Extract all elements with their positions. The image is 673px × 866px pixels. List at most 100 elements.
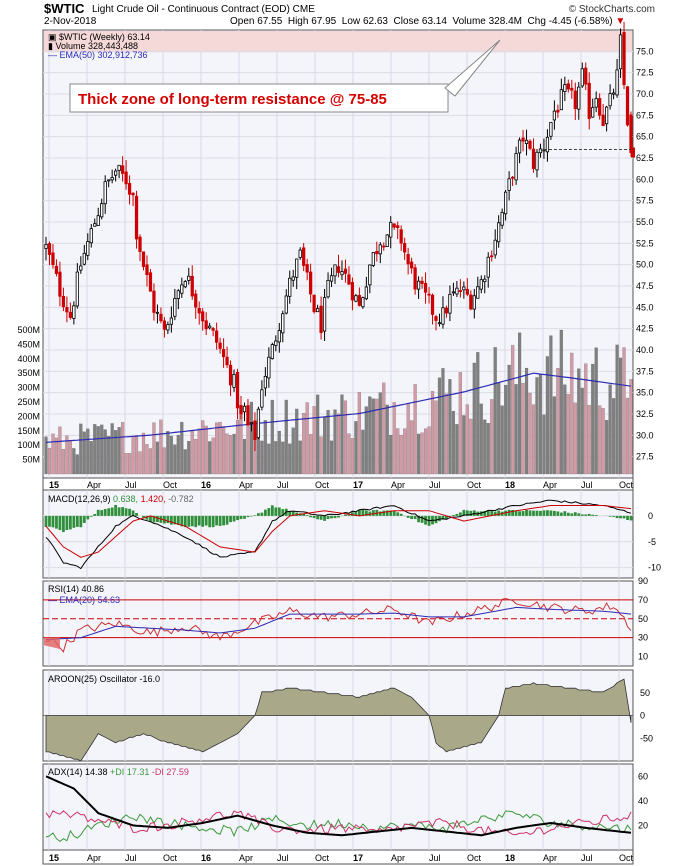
volume-bar — [417, 433, 421, 475]
exchange-label: CME — [292, 4, 315, 15]
candle-body — [221, 348, 226, 358]
price-tick-label: 45.0 — [636, 302, 654, 312]
macd-hist-bar — [406, 515, 410, 518]
candle-body — [309, 271, 313, 295]
macd-tick-label: -5 — [648, 537, 656, 547]
panel-macd-frame — [42, 489, 634, 579]
candle-body — [54, 265, 59, 274]
candle-body — [524, 139, 529, 144]
candle-body — [117, 164, 121, 171]
macd-hist-bar — [277, 507, 281, 516]
candle-body — [556, 109, 560, 113]
macd-hist-bar — [556, 511, 560, 516]
candle-body — [465, 288, 469, 295]
macd-hist-bar — [55, 515, 58, 529]
candle-body — [155, 311, 160, 314]
macd-hist-bar — [291, 511, 295, 516]
volume-bar — [51, 433, 55, 475]
candle-body — [291, 276, 295, 281]
macd-hist-bar — [288, 511, 292, 516]
candle-body — [333, 264, 337, 277]
candle-body — [591, 107, 595, 118]
volume-bar — [121, 422, 125, 475]
candle-body — [114, 170, 118, 176]
volume-bar — [423, 428, 428, 475]
volume-bar — [364, 406, 368, 475]
macd-hist-bar — [103, 509, 107, 516]
rsi-ema-value: 54.63 — [98, 595, 121, 605]
volume-bar — [483, 419, 487, 475]
volume-bar — [458, 372, 462, 475]
panel-rsi-frame — [42, 580, 634, 667]
rsi-ema-legend: — EMA(20) 54.63 — [48, 595, 120, 605]
macd-hist-bar — [577, 513, 581, 516]
aroon-value: -16.0 — [140, 674, 161, 684]
adx-value: 14.38 — [85, 767, 110, 777]
volume-tick-label: 100M — [17, 440, 40, 450]
candle-body — [86, 241, 90, 256]
candle-body — [430, 294, 435, 315]
macd-hist-bar — [316, 515, 319, 520]
aroon-legend: AROON(25) Oscillator -16.0 — [48, 674, 160, 684]
volume-bar — [465, 404, 469, 475]
volume-bar — [173, 444, 177, 475]
candle-body — [281, 313, 285, 334]
volume-bar — [430, 391, 435, 475]
macd-hist-bar — [253, 515, 257, 516]
candle-body — [629, 114, 633, 153]
volume-bar — [378, 392, 382, 475]
x-tick-label-bottom: Apr — [87, 853, 101, 863]
x-tick-label-top: Oct — [619, 480, 634, 490]
macd-hist-bar — [270, 505, 274, 516]
macd-hist-bar — [201, 515, 205, 527]
volume-value: 328.4M — [488, 16, 522, 27]
macd-hist-bar — [131, 510, 135, 516]
volume-bar — [190, 430, 194, 475]
candle-body — [75, 271, 79, 307]
volume-bar — [570, 352, 574, 475]
macd-hist-bar — [225, 515, 229, 525]
macd-hist-bar — [410, 515, 414, 520]
macd-hist-bar — [145, 515, 149, 520]
macd-hist-bar — [229, 515, 232, 523]
volume-tick-label: 50M — [22, 455, 40, 465]
volume-bar — [545, 356, 549, 475]
x-tick-label-bottom: Apr — [543, 853, 557, 863]
volume-bar — [323, 417, 327, 475]
candle-body — [169, 317, 173, 325]
candle-body — [239, 405, 243, 415]
volume-bar — [162, 447, 166, 475]
adx-minus-di-label: -DI — [152, 767, 167, 777]
macd-hist-bar — [542, 510, 546, 516]
volume-bar — [350, 438, 354, 475]
macd-hist-bar — [107, 508, 111, 516]
volume-bar — [93, 424, 97, 475]
macd-line — [45, 499, 632, 570]
volume-bar — [222, 426, 226, 475]
volume-bar — [594, 347, 598, 475]
candle-body — [148, 272, 153, 292]
macd-hist-bar — [208, 515, 212, 528]
volume-bar — [444, 393, 449, 475]
volume-bar — [232, 433, 236, 475]
x-tick-label-top: Apr — [543, 480, 557, 490]
macd-hist-bar — [260, 512, 264, 516]
macd-hist-bar — [48, 515, 51, 527]
candle-body — [208, 325, 212, 329]
macd-hist-bar — [566, 512, 570, 516]
volume-bar — [420, 432, 424, 475]
macd-hist-bar — [378, 511, 382, 516]
price-tick-label: 65.0 — [636, 132, 654, 142]
candle-body — [486, 256, 490, 278]
aroon-legend-label2: Oscillator — [100, 674, 140, 684]
volume-bar — [54, 437, 59, 475]
candle-body — [368, 264, 372, 286]
volume-bar — [336, 413, 341, 475]
candle-body — [267, 356, 271, 379]
adx-minus-di-line — [45, 810, 632, 836]
candle-body — [134, 195, 139, 240]
candle-body — [479, 279, 483, 290]
high-value: 67.95 — [311, 16, 337, 27]
volume-bar — [145, 444, 149, 475]
candle-body — [605, 106, 609, 125]
